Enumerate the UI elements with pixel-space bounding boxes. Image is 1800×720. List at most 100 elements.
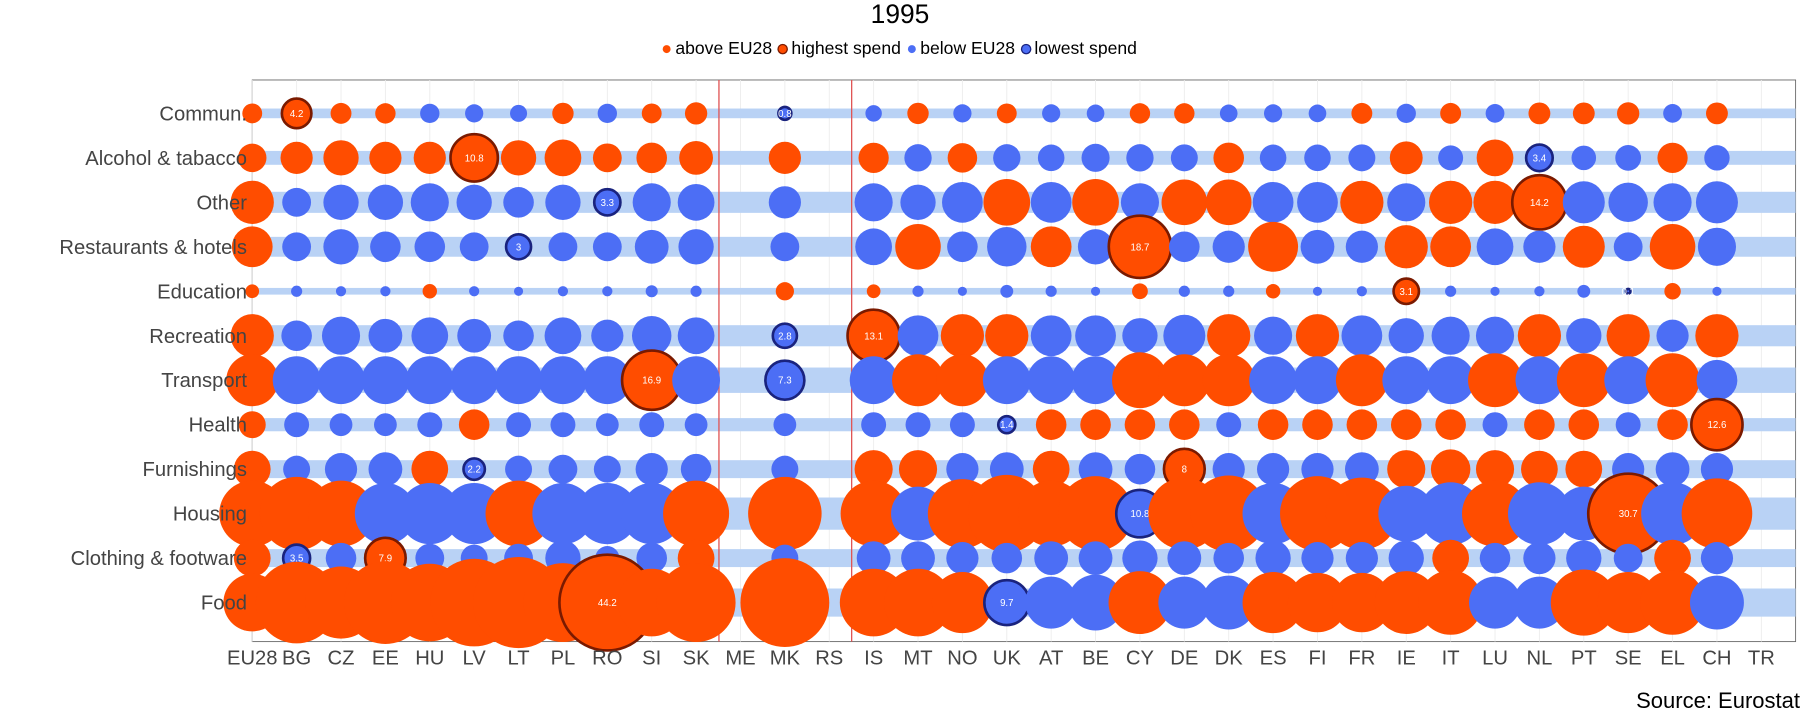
bubble-EL-Commun.: [1663, 103, 1682, 123]
bubble-NL-Housing: [1507, 482, 1571, 546]
bubble-IS-Other: [854, 183, 893, 222]
bubble-value-label: 0.1: [1621, 287, 1634, 298]
bubble-EE-Restaurants & hotels: [370, 231, 401, 263]
bubble-EU28-Alcohol & tabacco: [238, 143, 267, 173]
bubble-LT-Transport: [494, 356, 543, 405]
bubble-PT-Furnishings: [1565, 450, 1603, 488]
legend-label-highest: highest spend: [791, 39, 901, 59]
y-tick-label: Other: [196, 192, 247, 214]
bubble-MK-Other: [768, 186, 801, 219]
bubble-MT-Education: [912, 285, 924, 297]
bubble-DE-Clothing & footware: [1167, 541, 1202, 576]
bubble-DK-Recreation: [1207, 314, 1251, 358]
bubble-BG-Furnishings: [283, 455, 311, 483]
bubble-LT-Commun.: [510, 104, 528, 122]
x-tick-label: MK: [770, 647, 801, 669]
bubble-IE-Restaurants & hotels: [1384, 225, 1428, 269]
bubble-UK-Recreation: [985, 314, 1029, 358]
bubble-IS-Clothing & footware: [856, 541, 891, 576]
bubble-RO-Housing: [576, 483, 638, 545]
bubble-AT-Recreation: [1030, 315, 1072, 357]
bubble-SE-Restaurants & hotels: [1613, 232, 1643, 262]
bubble-LU-Transport: [1468, 353, 1522, 408]
bubble-EL-Recreation: [1656, 319, 1689, 352]
bubble-LT-Restaurants & hotels: [504, 232, 533, 261]
bubble-value-label: 8: [1182, 465, 1187, 476]
bubble-SE-Clothing & footware: [1613, 543, 1643, 573]
bubble-EE-Furnishings: [368, 452, 403, 487]
bubble-AT-Food: [1025, 576, 1078, 629]
bubble-HU-Commun.: [420, 103, 440, 124]
bubble-DE-Commun.: [1174, 103, 1195, 124]
bubble-IE-Clothing & footware: [1388, 540, 1424, 576]
bubble-EL-Food: [1640, 570, 1705, 635]
bubble-value-label: 4.2: [290, 109, 303, 120]
bubble-IT-Health: [1435, 409, 1466, 440]
bubble-EU28-Health: [238, 411, 266, 439]
bubble-NO-Commun.: [953, 104, 972, 123]
plot-area: 4.2 0.8 10.8 3.4 3.3 14.2 3 18.7 3.1 0.1 2.8 13.1 16…: [59, 79, 1797, 669]
bubble-DK-Education: [1223, 285, 1235, 297]
bubble-value-label: 30.7: [1619, 509, 1638, 520]
bubble-NL-Clothing & footware: [1523, 541, 1556, 575]
bubble-value-label: 12.6: [1708, 420, 1727, 431]
bubble-FI-Commun.: [1308, 104, 1327, 123]
bubble-value-label: 0.8: [778, 109, 791, 120]
bubble-MT-Food: [884, 568, 952, 637]
x-tick-label: MT: [903, 647, 932, 669]
bubble-EU28-Furnishings: [233, 450, 271, 488]
bubble-EU28-Restaurants & hotels: [231, 226, 273, 268]
bubble-CY-Recreation: [1122, 318, 1158, 354]
bubble-SK-Alcohol & tabacco: [679, 140, 713, 175]
bubble-PT-Food: [1550, 569, 1617, 636]
bubble-LU-Education: [1490, 286, 1500, 296]
bubble-SI-Clothing & footware: [636, 542, 667, 574]
bubble-LV-Transport: [450, 356, 499, 405]
bubble-LT-Health: [506, 412, 532, 438]
x-tick-label: AT: [1039, 647, 1063, 669]
bubble-SE-Alcohol & tabacco: [1615, 144, 1642, 171]
bubble-BG-Education: [291, 285, 303, 297]
bubble-BG-Health: [284, 412, 310, 438]
bubble-IT-Restaurants & hotels: [1430, 226, 1472, 268]
bubble-MT-Health: [905, 412, 931, 438]
bubble-NL-Transport: [1515, 356, 1564, 405]
bubble-LT-Housing: [485, 480, 552, 547]
x-tick-label: CY: [1126, 647, 1155, 669]
bubble-CH-Commun.: [1706, 102, 1728, 125]
bubble-SK-Furnishings: [680, 453, 712, 485]
bubble-IS-Restaurants & hotels: [855, 228, 893, 266]
bubble-EL-Restaurants & hotels: [1649, 224, 1696, 270]
bubble-UK-Other: [983, 178, 1031, 226]
bubble-CH-Education: [1712, 286, 1722, 296]
bubble-MT-Transport: [892, 354, 945, 407]
bubble-HU-Education: [422, 284, 437, 299]
bubble-SE-Transport: [1604, 356, 1653, 405]
y-tick-label: Education: [157, 281, 247, 303]
bubble-EE-Education: [380, 286, 391, 297]
bubble-IS-Furnishings: [854, 450, 893, 489]
bubble-BG-Commun.: [280, 97, 313, 130]
bubble-LU-Commun.: [1485, 103, 1505, 123]
bubble-CZ-Education: [335, 286, 347, 297]
bubble-FI-Restaurants & hotels: [1300, 229, 1335, 264]
y-tick-label: Restaurants & hotels: [59, 237, 247, 259]
bubble-NO-Other: [942, 181, 983, 223]
bubble-NO-Transport: [936, 354, 989, 407]
bubble-LU-Health: [1482, 412, 1508, 438]
bubble-IE-Other: [1387, 183, 1426, 222]
x-tick-label: NL: [1526, 647, 1552, 669]
bubble-value-label: 7.9: [379, 554, 392, 565]
bubble-AT-Alcohol & tabacco: [1037, 144, 1065, 172]
bubble-AT-Furnishings: [1032, 450, 1070, 488]
bubble-EL-Other: [1653, 183, 1692, 222]
bubble-MK-Commun.: [777, 105, 793, 122]
bubble-HU-Other: [410, 183, 449, 222]
bubble-SI-Recreation: [631, 316, 672, 356]
bubble-CH-Transport: [1696, 359, 1738, 401]
bubble-SK-Transport: [672, 356, 720, 405]
x-tick-label: EE: [372, 647, 399, 669]
bubble-IT-Commun.: [1440, 102, 1462, 124]
bubble-DK-Other: [1205, 179, 1252, 226]
bubble-HU-Health: [417, 412, 443, 438]
